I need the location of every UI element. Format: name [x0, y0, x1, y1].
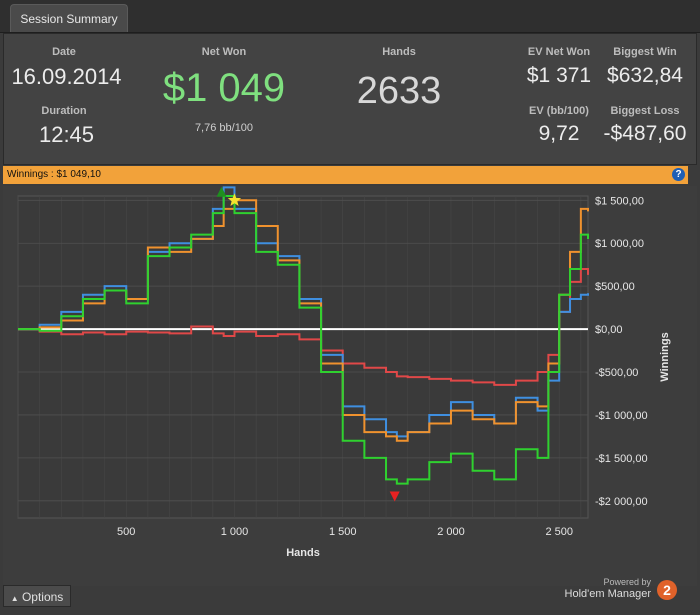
hands-value: 2633 [356, 70, 442, 112]
winnings-chart: 500 1 000 1 500 2 000 2 500 $1 500,00 $1 000,0… [3, 186, 697, 586]
y-tick-label: -$1 500,00 [595, 453, 648, 465]
series-line-net-won [18, 195, 589, 485]
hands-label: Hands [382, 46, 416, 58]
winnings-label: Winnings : $1 049,10 [7, 169, 101, 180]
y-tick-label: -$500,00 [595, 367, 638, 379]
max-marker [216, 186, 227, 197]
x-tick-label: 1 500 [329, 526, 357, 538]
net-won-value: $1 049 [162, 66, 286, 110]
series-line-all-in-ev [18, 199, 589, 442]
y-tick-label: -$1 000,00 [595, 410, 648, 422]
y-tick-label: -$2 000,00 [595, 496, 648, 508]
x-tick-label: 2 000 [437, 526, 465, 538]
tab-session-summary[interactable]: Session Summary [10, 4, 128, 32]
ev-net-won-label: EV Net Won [527, 46, 591, 58]
powered-by-text: Powered by [603, 577, 651, 587]
session-summary-panel: Date 16.09.2014 Duration 12:45 Net Won $… [3, 33, 697, 165]
tab-bar: Session Summary [0, 0, 700, 33]
x-tick-label: 1 000 [221, 526, 249, 538]
date-value: 16.09.2014 [11, 64, 122, 89]
brand: Powered by Hold'em Manager 2 [555, 575, 677, 613]
min-marker [389, 491, 400, 502]
plot-area [17, 195, 589, 519]
biggest-loss-value: -$487,60 [603, 122, 687, 145]
y-axis-label: Winnings [659, 332, 671, 381]
hm2-logo-icon: 2 [657, 580, 677, 600]
x-tick-label: 2 500 [545, 526, 573, 538]
biggest-win-label: Biggest Win [613, 46, 677, 58]
duration-value: 12:45 [38, 122, 95, 147]
x-tick-label: 500 [117, 526, 135, 538]
y-tick-label: $0,00 [595, 324, 623, 336]
biggest-win-value: $632,84 [607, 64, 683, 87]
y-tick-label: $1 000,00 [595, 238, 644, 250]
options-button[interactable]: ▲ Options [3, 585, 71, 607]
y-tick-label: $1 500,00 [595, 195, 644, 207]
brand-name: Hold'em Manager [564, 588, 651, 600]
ev-bb-value: 9,72 [538, 122, 580, 145]
x-axis-label: Hands [286, 547, 320, 559]
biggest-loss-label: Biggest Loss [610, 105, 680, 117]
caret-up-icon: ▲ [10, 594, 19, 603]
duration-label: Duration [41, 105, 87, 117]
series-line-non-showdown [18, 267, 589, 386]
date-label: Date [52, 46, 76, 58]
ev-net-won-value: $1 371 [526, 64, 592, 87]
bb-per-100-value: 7,76 bb/100 [194, 122, 254, 134]
winnings-bar: Winnings : $1 049,10 ? [3, 166, 688, 184]
ev-bb-label: EV (bb/100) [529, 105, 589, 117]
net-won-label: Net Won [201, 46, 247, 58]
winnings-chart-svg: 500 1 000 1 500 2 000 2 500 $1 500,00 $1 000,0… [17, 186, 671, 559]
star-marker [227, 193, 242, 206]
options-label: Options [21, 590, 64, 604]
question-icon[interactable]: ? [672, 168, 685, 181]
y-tick-label: $500,00 [595, 281, 635, 293]
